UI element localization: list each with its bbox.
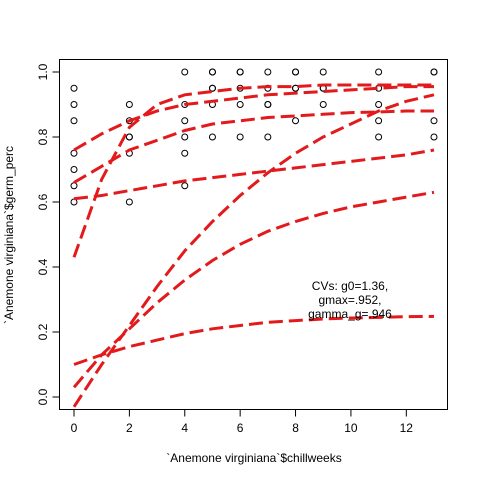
data-point bbox=[236, 68, 244, 76]
data-point bbox=[430, 68, 438, 76]
fit-curve bbox=[72, 190, 435, 389]
fit-curve bbox=[73, 148, 435, 201]
y-tick-label: 0.6 bbox=[36, 193, 50, 210]
data-point bbox=[208, 68, 216, 76]
y-axis: 0.0 0.2 0.4 0.6 0.8 1.0 bbox=[36, 63, 60, 405]
x-tick-label: 6 bbox=[237, 421, 244, 435]
data-point bbox=[70, 198, 78, 206]
data-point bbox=[70, 84, 78, 92]
data-point bbox=[319, 68, 327, 76]
data-point bbox=[208, 133, 216, 141]
y-tick-label: 0.2 bbox=[36, 323, 50, 340]
data-point bbox=[70, 166, 78, 173]
x-axis: 0 2 4 6 8 10 12 bbox=[71, 409, 414, 435]
data-point bbox=[125, 101, 133, 108]
data-point bbox=[430, 117, 438, 125]
data-point bbox=[125, 133, 133, 141]
data-point bbox=[181, 117, 189, 125]
data-point bbox=[375, 117, 383, 125]
fit-curve bbox=[73, 314, 435, 366]
y-tick-label: 1.0 bbox=[36, 63, 50, 80]
x-tick-label: 10 bbox=[344, 421, 358, 435]
annotation-line: gmax=.952, bbox=[318, 293, 381, 307]
data-point bbox=[264, 133, 272, 141]
data-point bbox=[375, 101, 383, 108]
data-point bbox=[375, 133, 383, 141]
y-tick-label: 0.4 bbox=[36, 258, 50, 275]
fit-curve bbox=[72, 83, 434, 258]
data-point bbox=[319, 101, 327, 108]
annotation-line: CVs: g0=1.36, bbox=[312, 279, 388, 293]
data-point bbox=[236, 133, 244, 141]
data-point bbox=[292, 117, 300, 125]
data-point bbox=[70, 101, 78, 108]
data-point bbox=[264, 101, 272, 108]
x-tick-label: 12 bbox=[400, 421, 414, 435]
data-point bbox=[181, 149, 189, 157]
fit-curve bbox=[72, 93, 435, 408]
cv-annotation: CVs: g0=1.36,gmax=.952,gamma_g=.946 bbox=[308, 279, 392, 321]
data-point bbox=[236, 101, 244, 108]
data-point bbox=[125, 198, 133, 206]
data-point bbox=[375, 68, 383, 76]
data-point bbox=[292, 84, 300, 92]
y-axis-title: `Anemone virginiana`$germ_perc bbox=[2, 146, 16, 324]
x-axis-title: `Anemone virginiana`$chillweeks bbox=[166, 451, 341, 465]
x-tick-label: 0 bbox=[71, 421, 78, 435]
data-point bbox=[70, 149, 78, 157]
data-point bbox=[181, 133, 189, 141]
data-point bbox=[264, 68, 272, 76]
data-point bbox=[70, 117, 78, 125]
data-point bbox=[181, 68, 189, 76]
fit-curves bbox=[72, 83, 435, 408]
x-tick-label: 8 bbox=[292, 421, 299, 435]
y-tick-label: 0.0 bbox=[36, 388, 50, 405]
annotation-line: gamma_g=.946 bbox=[308, 307, 392, 321]
x-tick-label: 4 bbox=[181, 421, 188, 435]
x-tick-label: 2 bbox=[126, 421, 133, 435]
data-point bbox=[430, 133, 438, 141]
fit-curve bbox=[73, 85, 434, 152]
data-point bbox=[292, 68, 300, 76]
data-point bbox=[208, 84, 216, 92]
data-points bbox=[70, 68, 438, 206]
data-point bbox=[70, 182, 78, 190]
y-tick-label: 0.8 bbox=[36, 128, 50, 145]
data-point bbox=[181, 182, 189, 190]
